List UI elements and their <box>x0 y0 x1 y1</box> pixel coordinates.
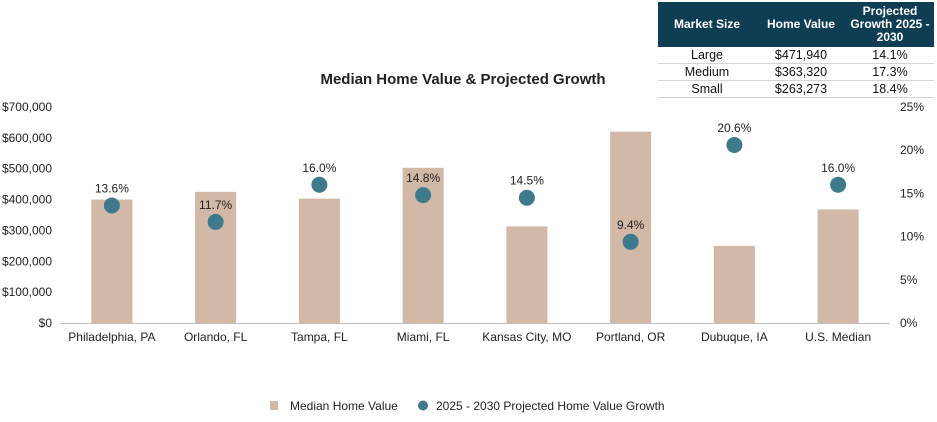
x-tick-label: U.S. Median <box>805 330 871 344</box>
y2-tick-label: 0% <box>900 316 918 330</box>
y-axis-left: $0 $100,000 $200,000 $300,000 $400,000 $500,0… <box>2 100 52 330</box>
legend-bar-swatch <box>270 401 278 410</box>
y-tick-label: $700,000 <box>2 100 52 114</box>
data-label: 20.6% <box>717 121 751 135</box>
header-market-size: Market Size <box>658 2 756 47</box>
y2-tick-label: 10% <box>900 230 924 244</box>
bar <box>610 131 652 323</box>
data-label: 14.5% <box>510 174 544 188</box>
data-label: 13.6% <box>95 181 129 195</box>
y-tick-label: $400,000 <box>2 193 52 207</box>
y2-tick-label: 15% <box>900 186 924 200</box>
table-row: Medium $363,320 17.3% <box>658 63 934 81</box>
header-projected-growth: Projected Growth 2025 - 2030 <box>846 2 934 47</box>
x-tick-label: Dubuque, IA <box>701 330 768 344</box>
data-label: 9.4% <box>617 218 645 232</box>
bar <box>817 209 859 323</box>
cell-growth: 18.4% <box>846 80 934 98</box>
cell-growth: 17.3% <box>846 63 934 81</box>
legend: Median Home Value 2025 - 2030 Projected … <box>270 399 665 413</box>
x-axis-labels: Philadelphia, PA Orlando, FL Tampa, FL Miam… <box>68 330 871 344</box>
growth-dot <box>103 197 120 214</box>
y-tick-label: $200,000 <box>2 254 52 268</box>
bar <box>298 198 340 323</box>
y-tick-label: $300,000 <box>2 223 52 237</box>
growth-dot <box>726 137 743 154</box>
bar <box>713 245 755 323</box>
table-header-row: Market Size Home Value Projected Growth … <box>658 2 934 47</box>
data-label: 16.0% <box>302 161 336 175</box>
growth-dot <box>518 189 535 206</box>
cell-value: $363,320 <box>756 63 846 81</box>
cell-size: Medium <box>658 63 756 81</box>
chart-title: Median Home Value & Projected Growth <box>320 71 605 88</box>
y-axis-right: 0% 5% 10% 15% 20% 25% <box>900 100 924 330</box>
cell-size: Small <box>658 80 756 98</box>
market-size-table: Market Size Home Value Projected Growth … <box>658 2 934 98</box>
x-tick-label: Miami, FL <box>397 330 450 344</box>
growth-dot <box>830 176 847 193</box>
bar <box>195 191 237 323</box>
bar <box>506 226 548 323</box>
table-row: Large $471,940 14.1% <box>658 47 934 64</box>
growth-dot <box>311 176 328 193</box>
legend-dot-label: 2025 - 2030 Projected Home Value Growth <box>436 399 665 413</box>
growth-dot <box>207 213 224 230</box>
bar-series <box>91 131 859 323</box>
x-tick-label: Portland, OR <box>596 330 666 344</box>
table-row: Small $263,273 18.4% <box>658 80 934 98</box>
cell-growth: 14.1% <box>846 47 934 64</box>
x-tick-label: Orlando, FL <box>184 330 248 344</box>
data-label: 14.8% <box>406 171 440 185</box>
cell-value: $263,273 <box>756 80 846 98</box>
cell-size: Large <box>658 47 756 64</box>
y-tick-label: $100,000 <box>2 285 52 299</box>
cell-value: $471,940 <box>756 47 846 64</box>
dot-series: 13.6% 11.7% 16.0% 14.8% 14.5% 9.4% 20.6% 16.0% <box>95 121 855 250</box>
legend-bar-label: Median Home Value <box>290 399 398 413</box>
y-tick-label: $500,000 <box>2 162 52 176</box>
growth-dot <box>622 233 639 250</box>
header-home-value: Home Value <box>756 2 846 47</box>
data-label: 11.7% <box>199 198 232 212</box>
growth-dot <box>415 187 432 204</box>
x-tick-label: Tampa, FL <box>291 330 348 344</box>
y2-tick-label: 20% <box>900 143 924 157</box>
bar <box>91 199 133 323</box>
x-tick-label: Kansas City, MO <box>482 330 571 344</box>
data-label: 16.0% <box>821 161 855 175</box>
legend-dot-swatch <box>418 400 428 411</box>
y-tick-label: $600,000 <box>2 131 52 145</box>
y-tick-label: $0 <box>39 316 53 330</box>
y2-tick-label: 25% <box>900 100 924 114</box>
y2-tick-label: 5% <box>900 273 918 287</box>
x-tick-label: Philadelphia, PA <box>68 330 155 344</box>
